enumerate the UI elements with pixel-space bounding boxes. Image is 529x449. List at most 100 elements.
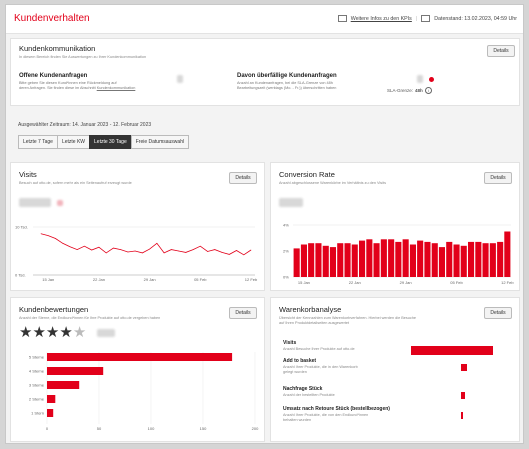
visits-point: [84, 245, 85, 247]
cart-funnel-bar: [461, 412, 464, 419]
y-tick-label: 0 Tsd.: [15, 273, 26, 278]
visits-point: [221, 252, 223, 253]
period-last-30-days[interactable]: Letzte 30 Tage: [89, 135, 132, 149]
data-status: Datenstand: 13.02.2023, 04:59 Uhr: [434, 15, 517, 22]
cart-funnel-bar: [411, 346, 493, 355]
conversion-bar: [446, 241, 453, 277]
conversion-bar: [424, 241, 431, 277]
visits-point: [142, 252, 143, 254]
open-requests-desc-line2: deren Anfragen. Sie finden diese im Absc…: [19, 86, 96, 90]
conversion-bar: [308, 243, 315, 277]
conversion-bar: [373, 243, 380, 277]
book-icon: [337, 15, 347, 22]
visits-point: [55, 238, 56, 239]
conversion-bar: [460, 245, 467, 277]
sla-label: SLA-Grenze:: [387, 88, 414, 93]
conversion-bar: [337, 243, 344, 277]
conversion-bar: [402, 239, 409, 277]
overdue-requests-desc: Anzahl an Kundenanfragen, bei die SLA-Gr…: [237, 81, 387, 91]
top-right-info: Weitere Infos zu den KPIs | Datenstand: …: [337, 15, 517, 22]
visits-point: [149, 248, 150, 250]
rating-category-label: 2 Sterne: [29, 397, 45, 402]
conversion-bar: [329, 247, 336, 277]
cart-subtitle-1: Übersicht der Kennzahlen zum Warenkorbve…: [279, 316, 417, 320]
visits-point: [192, 249, 194, 250]
communication-details-button[interactable]: Details: [487, 45, 515, 57]
conversion-bar: [388, 239, 395, 277]
cart-funnel-bar: [461, 392, 466, 399]
ratings-card: Kundenbewertungen Anzahl der Sterne, die…: [10, 297, 265, 442]
visits-point: [69, 246, 71, 247]
divider: |: [415, 15, 418, 22]
period-selector: Letzte 7 Tage Letzte KW Letzte 30 Tage F…: [18, 135, 190, 149]
conversion-bar: [322, 245, 329, 277]
cart-row-description: Anzahl Ihrer Produkte, die in den Warenk…: [283, 365, 358, 369]
overdue-requests-title: Davon überfällige Kundenanfragen: [237, 73, 337, 79]
conversion-bar: [417, 240, 424, 277]
x-tick-label: 22 Jan: [349, 280, 361, 285]
visits-point: [113, 247, 114, 249]
period-last-7-days[interactable]: Letzte 7 Tage: [18, 135, 58, 149]
rating-category-label: 5 Sterne: [29, 355, 45, 360]
star-icon: ★: [72, 324, 87, 341]
conversion-chart: 4% 2% 0% 15 Jan 22 Jan 29 Jan 05 Feb 12 Feb: [283, 223, 514, 286]
period-custom-range[interactable]: Freie Datumsauswahl: [130, 135, 190, 149]
conversion-bar: [497, 241, 504, 277]
visits-point: [105, 252, 107, 254]
x-tick-label: 100: [148, 426, 155, 431]
x-tick-label: 150: [200, 426, 207, 431]
communication-card: Kundenkommunikation In diesem Bereich fi…: [10, 38, 520, 106]
visits-point: [163, 252, 165, 254]
cart-card: Warenkorbanalyse Übersicht der Kennzahle…: [270, 297, 520, 442]
kpi-info-link[interactable]: Weitere Infos zu den KPIs: [350, 15, 412, 22]
visits-point: [120, 249, 121, 250]
cart-row-title: Nachfrage Stück: [283, 386, 323, 392]
info-icon[interactable]: i: [424, 87, 432, 94]
sla-limit: SLA-Grenze: 48h i: [387, 87, 432, 94]
conversion-subtitle: Anzahl abgeschlossene Warenkörbe im Verh…: [279, 181, 387, 185]
star-icon: ★: [45, 324, 60, 341]
conversion-details-button[interactable]: Details: [484, 172, 512, 184]
overdue-requests-desc-line1: Anzahl an Kundenanfragen, bei die SLA-Gr…: [237, 81, 333, 85]
communication-link[interactable]: Kundenkommunikation: [96, 86, 136, 90]
conversion-card: Conversion Rate Anzahl abgeschlossene Wa…: [270, 162, 520, 291]
visits-point: [47, 235, 49, 236]
cart-row-title: Umsatz nach Retoure Stück (bestellbezoge…: [283, 406, 390, 412]
visits-point: [243, 254, 245, 256]
x-tick-label: 15 Jan: [298, 280, 310, 285]
visits-point: [98, 246, 100, 248]
cart-funnel-bar: [461, 364, 467, 371]
y-tick-label: 0%: [283, 275, 289, 280]
open-requests-value: [177, 75, 183, 83]
conversion-bar: [438, 247, 445, 277]
visits-details-button[interactable]: Details: [229, 172, 257, 184]
ratings-details-button[interactable]: Details: [229, 307, 257, 319]
conversion-bar: [293, 248, 300, 277]
conversion-bar: [431, 243, 438, 277]
y-tick-label: 2%: [283, 249, 289, 254]
conversion-bar: [300, 244, 307, 277]
visits-point: [62, 243, 64, 244]
visits-point: [134, 250, 136, 252]
visits-kpi-value: [19, 198, 51, 207]
x-tick-label: 200: [252, 426, 259, 431]
cart-title: Warenkorbanalyse: [279, 305, 342, 314]
cart-row-description: behalten wurden: [283, 418, 312, 422]
x-tick-label: 05 Feb: [450, 280, 463, 285]
rating-stars: ★★★★★: [19, 323, 86, 341]
cart-details-button[interactable]: Details: [484, 307, 512, 319]
x-tick-label: 12 Feb: [245, 277, 258, 282]
x-tick-label: 0: [46, 426, 49, 431]
rating-category-label: 4 Sterne: [29, 369, 45, 374]
rating-category-label: 1 Stern: [31, 411, 44, 416]
period-last-week[interactable]: Letzte KW: [56, 135, 91, 149]
y-tick-label: 10 Tsd.: [15, 225, 28, 230]
cart-row-description: gelegt wurden: [283, 370, 307, 374]
sla-value: 48h: [415, 88, 423, 93]
app-frame: Kundenverhalten Weitere Infos zu den KPI…: [5, 4, 524, 444]
x-tick-label: 05 Feb: [194, 277, 207, 282]
conversion-bar: [366, 239, 373, 277]
visits-point: [171, 249, 172, 250]
x-tick-label: 22 Jan: [93, 277, 105, 282]
conversion-bar: [344, 243, 351, 277]
